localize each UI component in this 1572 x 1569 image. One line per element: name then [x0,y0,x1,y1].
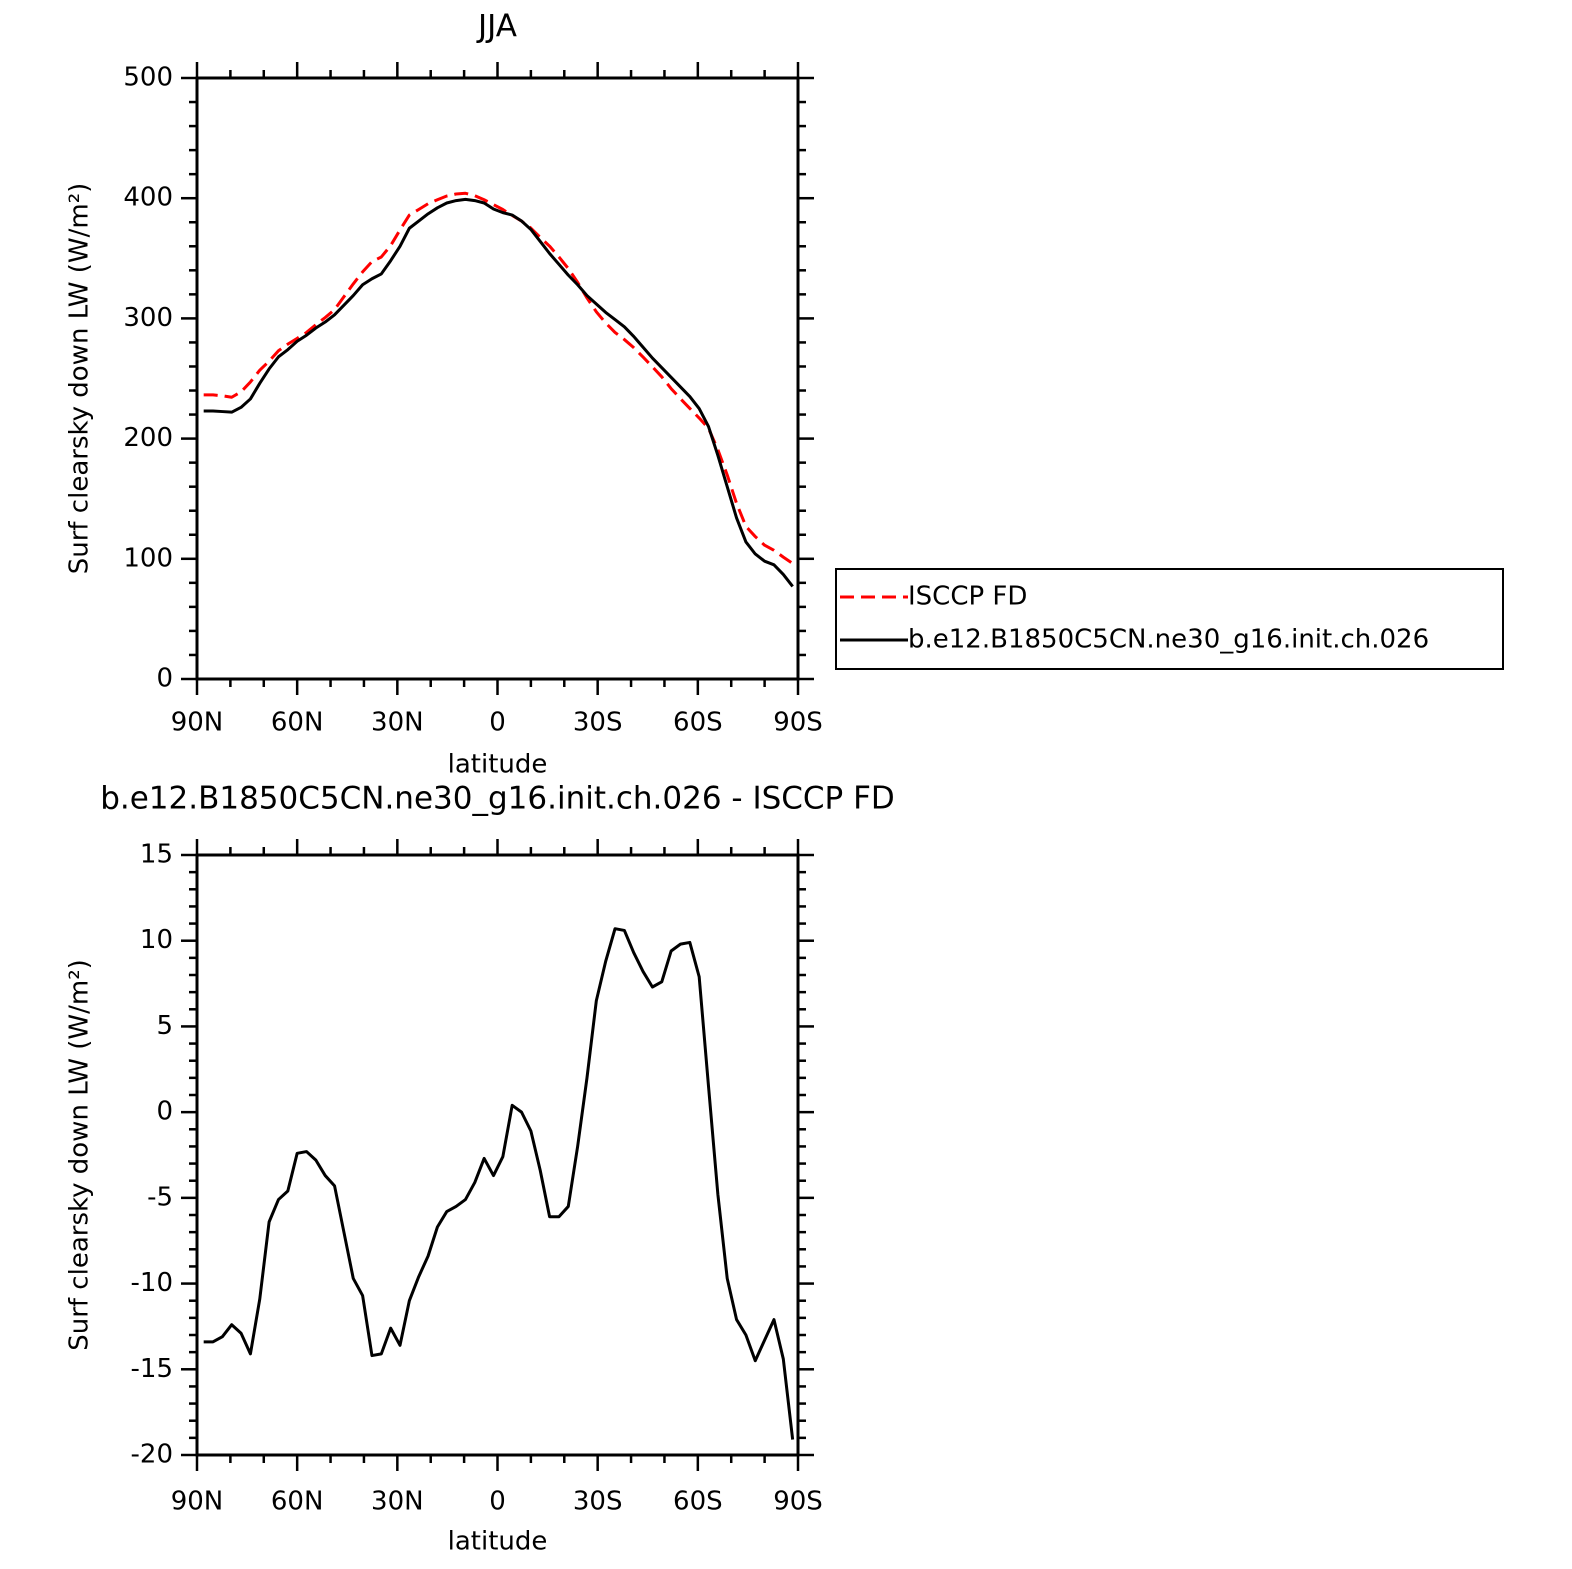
chart-title: JJA [476,9,517,45]
y-tick-label: 5 [156,1011,173,1041]
y-tick-label: 0 [156,1097,173,1127]
plot-frame [195,853,800,1457]
legend-label: ISCCP FD [908,582,1027,612]
y-tick-label: 400 [123,183,173,213]
x-tick-label: 90S [773,708,823,738]
x-tick-label: 60S [673,708,723,738]
legend-label: b.e12.B1850C5CN.ne30_g16.init.ch.026 [908,625,1429,655]
y-tick-label: 15 [140,840,173,870]
x-tick-label: 30S [573,708,623,738]
legend-box [835,568,1504,670]
chart-title: b.e12.B1850C5CN.ne30_g16.init.ch.026 - I… [100,781,895,817]
y-tick-label: -10 [131,1268,173,1298]
x-tick-label: 30S [573,1487,623,1517]
data-line [203,197,794,588]
x-axis-label: latitude [448,750,548,780]
y-axis-label: Surf clearsky down LW (W/m²) [65,183,95,575]
x-tick-label: 0 [489,1487,506,1517]
x-tick-label: 90S [773,1487,823,1517]
y-tick-label: 200 [123,423,173,453]
y-tick-label: -20 [131,1440,173,1470]
y-axis-label: Surf clearsky down LW (W/m²) [65,959,95,1351]
data-line [203,927,795,1440]
x-tick-label: 30N [371,1487,424,1517]
y-tick-label: 100 [123,543,173,573]
x-tick-label: 0 [489,708,506,738]
y-tick-label: -5 [147,1182,173,1212]
x-tick-label: 30N [371,708,424,738]
x-tick-label: 90N [171,1487,224,1517]
data-line [203,191,794,565]
y-tick-label: 500 [123,63,173,93]
y-tick-label: 300 [123,303,173,333]
x-tick-label: 90N [171,708,224,738]
y-tick-label: -15 [131,1354,173,1384]
y-tick-label: 10 [140,925,173,955]
plot-frame [195,76,800,681]
x-tick-label: 60S [673,1487,723,1517]
x-tick-label: 60N [271,1487,324,1517]
y-tick-label: 0 [156,664,173,694]
x-tick-label: 60N [271,708,324,738]
x-axis-label: latitude [448,1527,548,1557]
